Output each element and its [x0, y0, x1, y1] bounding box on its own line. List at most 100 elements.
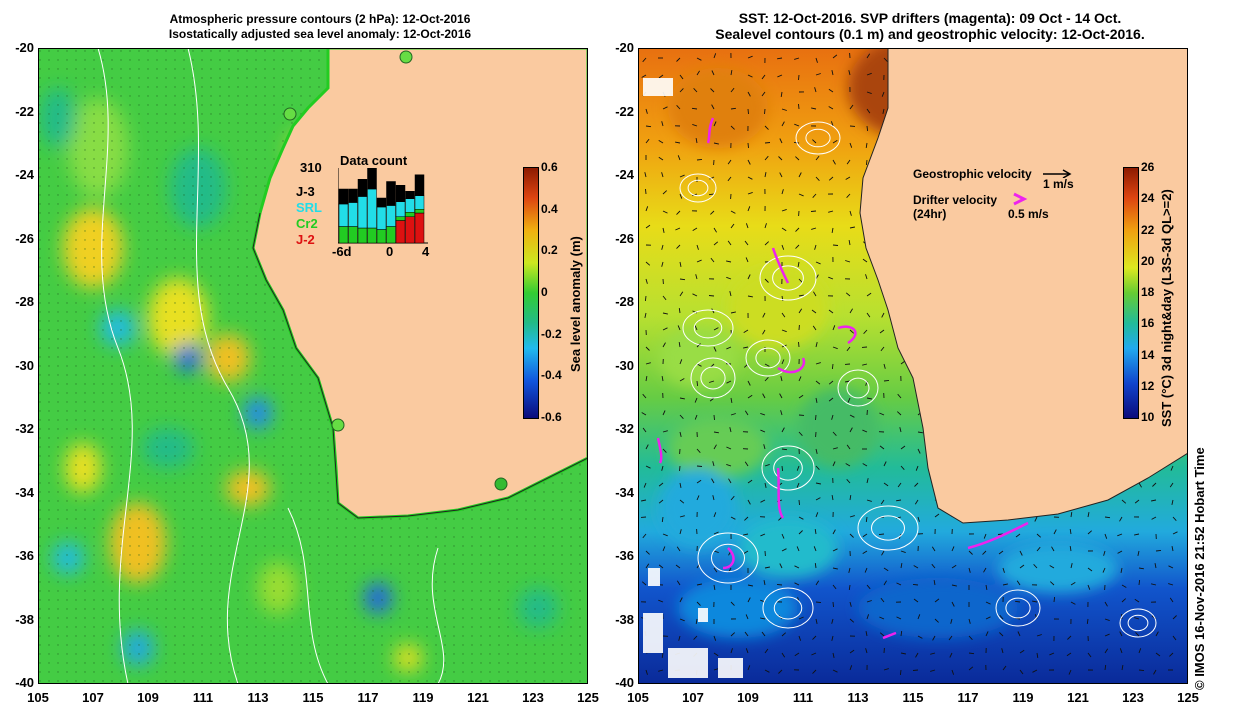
- geostrophic-arrow-icon: [1043, 169, 1072, 178]
- data-count-bar-cr2: [376, 229, 387, 244]
- data-count-legend-item: Cr2: [296, 216, 318, 231]
- data-count-axis-label: 4: [422, 244, 430, 259]
- left-lon-tick: 113: [247, 690, 269, 705]
- right-lon-tick: 115: [902, 690, 924, 705]
- data-count-axis-label: 0: [386, 244, 394, 259]
- right-colorbar-tick: 26: [1141, 160, 1155, 174]
- data-count-bar-j2: [405, 216, 415, 244]
- left-lon-tick: 107: [82, 690, 104, 705]
- left-title-line2: Isostatically adjusted sea level anomaly…: [168, 27, 472, 41]
- drifter-velocity-label: Drifter velocity: [913, 193, 998, 207]
- data-count-bar-cr2: [338, 226, 349, 244]
- data-count-bar-cr2: [348, 226, 358, 244]
- left-title-line1: Atmospheric pressure contours (2 hPa): 1…: [169, 12, 471, 26]
- right-lat-tick: -30: [615, 357, 634, 373]
- data-count-bar-srl: [386, 205, 396, 227]
- left-lat-tick: -24: [15, 167, 34, 182]
- sea-level-anomaly-map: [38, 48, 588, 684]
- credit-text: © IMOS 16-Nov-2016 21:52 Hobart Time: [1192, 447, 1207, 690]
- data-count-bar-j3: [357, 179, 368, 197]
- right-panel-title: SST: 12-Oct-2016. SVP drifters (magenta)…: [650, 10, 1210, 42]
- data-count-bar-cr2: [367, 227, 377, 244]
- right-lat-tick: -40: [615, 675, 634, 690]
- right-lon-tick: 117: [957, 690, 979, 705]
- left-lon-tick: 115: [302, 690, 324, 705]
- left-colorbar-tick: 0: [541, 285, 548, 299]
- data-count-bar-srl: [357, 196, 368, 229]
- data-count-bar-srl: [348, 202, 358, 227]
- data-count-bar-j3: [405, 191, 415, 199]
- data-count-bar-j3: [367, 168, 377, 190]
- right-lon-tick: 111: [792, 690, 814, 705]
- data-count-legend-item: SRL: [296, 200, 322, 215]
- data-count-bar-cr2: [414, 209, 425, 214]
- sst-colorbar-label: SST (°C) 3d night&day (L3S-3d QL>=2): [1159, 189, 1174, 427]
- right-lon-tick: 107: [682, 690, 704, 705]
- right-colorbar-tick: 20: [1141, 253, 1155, 268]
- left-colorbar-tick: 0.2: [541, 243, 558, 258]
- right-lon-tick: 121: [1067, 690, 1089, 705]
- left-colorbar-tick: 0.4: [541, 201, 558, 216]
- left-lon-tick: 119: [412, 690, 434, 705]
- right-lat-tick: -38: [615, 611, 634, 627]
- right-lon-tick: 125: [1177, 690, 1199, 705]
- left-lon-tick: 121: [467, 690, 489, 705]
- drifter-velocity-scale: 0.5 m/s: [1008, 207, 1049, 221]
- right-lon-tick: 105: [627, 690, 649, 705]
- right-lat-tick: -28: [615, 294, 634, 309]
- sst-map: [638, 48, 1188, 684]
- right-title-line2: Sealevel contours (0.1 m) and geostrophi…: [715, 26, 1145, 42]
- data-count-bar-cr2: [395, 216, 406, 221]
- australia-land-right: [859, 48, 1188, 524]
- left-lat-tick: -28: [15, 294, 34, 309]
- data-count-bar-j3: [414, 174, 425, 196]
- right-colorbar-tick: 12: [1141, 378, 1155, 393]
- data-count-title: Data count: [340, 153, 408, 168]
- left-lat-tick: -38: [15, 611, 34, 627]
- right-title-line1: SST: 12-Oct-2016. SVP drifters (magenta)…: [738, 10, 1122, 26]
- drifter-velocity-sub: (24hr): [913, 207, 947, 221]
- data-count-legend-item: J-3: [296, 184, 315, 199]
- data-count-bar-j3: [395, 185, 406, 202]
- left-colorbar-tick: -0.4: [541, 368, 562, 383]
- right-lat-tick: -36: [615, 548, 634, 563]
- left-lat-tick: -34: [15, 484, 34, 500]
- data-count-bar-srl: [367, 188, 377, 229]
- data-count-bars: [338, 168, 428, 244]
- left-colorbar-tick: -0.2: [541, 326, 562, 341]
- data-count-bar-j3: [348, 188, 358, 203]
- data-count-bar-cr2: [405, 212, 415, 217]
- right-colorbar-tick: 14: [1141, 347, 1155, 362]
- data-count-max: 310: [300, 160, 322, 175]
- drifter-arrow-icon: [1013, 192, 1028, 206]
- left-lon-tick: 125: [577, 690, 599, 705]
- data-count-bar-j3: [386, 181, 396, 206]
- right-lat-tick: -26: [615, 230, 634, 246]
- right-lat-tick: -34: [615, 484, 634, 500]
- left-lon-tick: 123: [522, 690, 544, 705]
- right-lon-tick: 119: [1012, 690, 1034, 705]
- data-count-bar-j3: [376, 197, 387, 208]
- left-lat-tick: -20: [15, 40, 34, 55]
- right-lon-tick: 109: [737, 690, 759, 705]
- data-count-bar-srl: [414, 195, 425, 210]
- sst-colorbar: [1123, 167, 1139, 419]
- data-count-bar-cr2: [357, 227, 368, 244]
- right-lat-tick: -24: [615, 167, 634, 182]
- data-count-bar-srl: [405, 198, 415, 213]
- right-colorbar-tick: 18: [1141, 285, 1155, 299]
- left-colorbar-tick: -0.6: [541, 410, 562, 424]
- data-count-bar-cr2: [386, 226, 396, 244]
- right-colorbar-tick: 10: [1141, 410, 1155, 424]
- left-lat-tick: -30: [15, 357, 34, 373]
- right-colorbar-tick: 22: [1141, 222, 1155, 237]
- data-count-bar-j2: [414, 212, 425, 244]
- left-lon-tick: 117: [357, 690, 379, 705]
- geostrophic-velocity-scale: 1 m/s: [1043, 177, 1074, 191]
- right-lat-tick: -32: [615, 421, 634, 436]
- left-colorbar-tick: 0.6: [541, 160, 558, 174]
- right-lon-tick: 113: [847, 690, 869, 705]
- data-count-legend-item: J-2: [296, 232, 315, 247]
- sla-colorbar: [523, 167, 539, 419]
- data-count-bar-j2: [395, 220, 406, 244]
